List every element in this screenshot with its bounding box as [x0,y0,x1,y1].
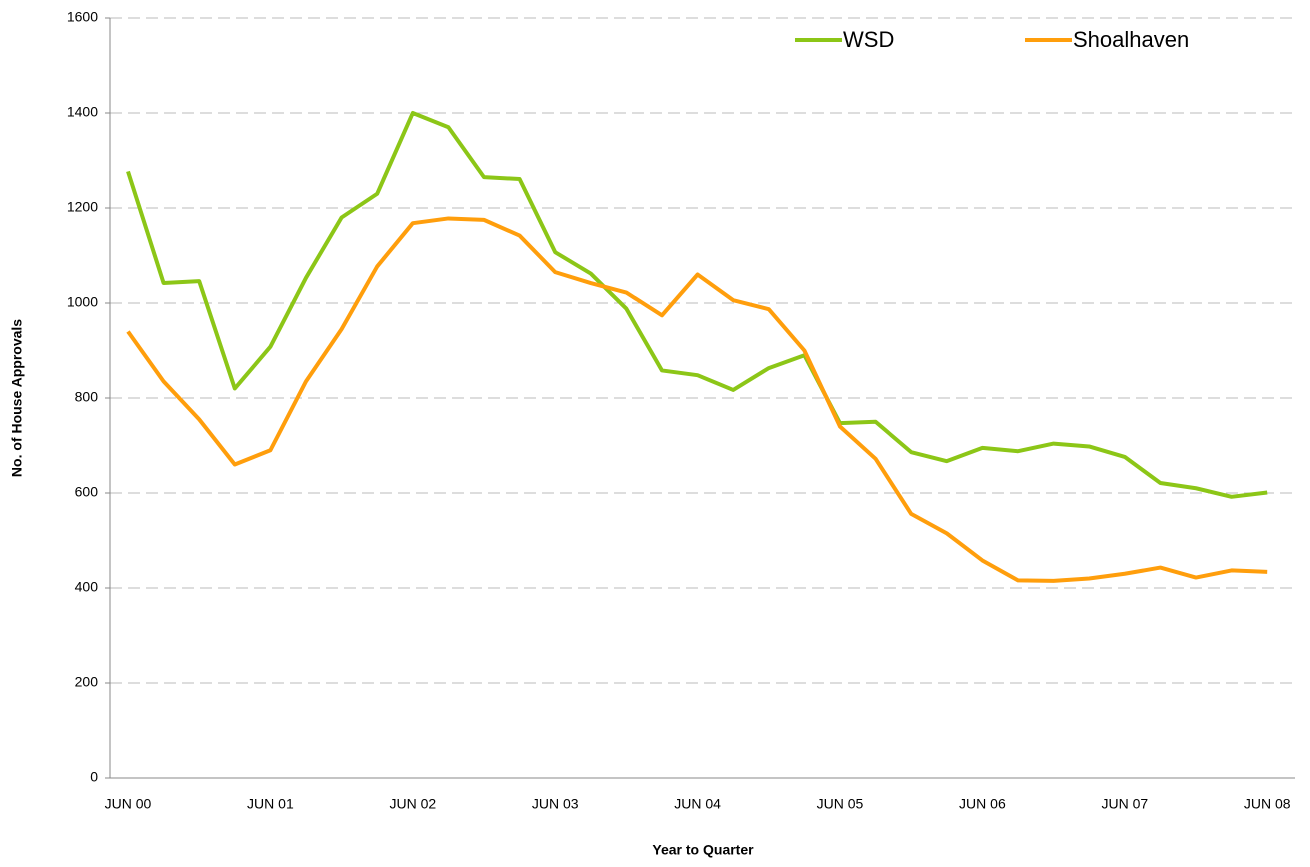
y-tick-label: 400 [75,579,99,595]
x-tick-label: JUN 06 [959,796,1006,812]
y-tick-label: 1200 [67,199,98,215]
x-tick-label: JUN 08 [1244,796,1291,812]
legend-label: Shoalhaven [1073,27,1189,52]
y-tick-label: 1000 [67,294,98,310]
legend-label: WSD [843,27,894,52]
x-tick-label: JUN 00 [105,796,152,812]
y-tick-label: 600 [75,484,99,500]
x-axis-title: Year to Quarter [652,842,754,858]
y-tick-label: 1400 [67,104,98,120]
series-line [126,216,1268,583]
x-tick-label: JUN 02 [389,796,436,812]
x-tick-label: JUN 04 [674,796,721,812]
y-tick-label: 1600 [67,9,98,25]
y-tick-label: 800 [75,389,99,405]
y-tick-label: 200 [75,674,99,690]
x-tick-label: JUN 03 [532,796,579,812]
y-tick-label: 0 [90,769,98,785]
series-line [126,111,1268,499]
x-tick-label: JUN 01 [247,796,294,812]
x-tick-label: JUN 05 [817,796,864,812]
y-axis-title: No. of House Approvals [9,319,25,477]
x-tick-label: JUN 07 [1101,796,1148,812]
